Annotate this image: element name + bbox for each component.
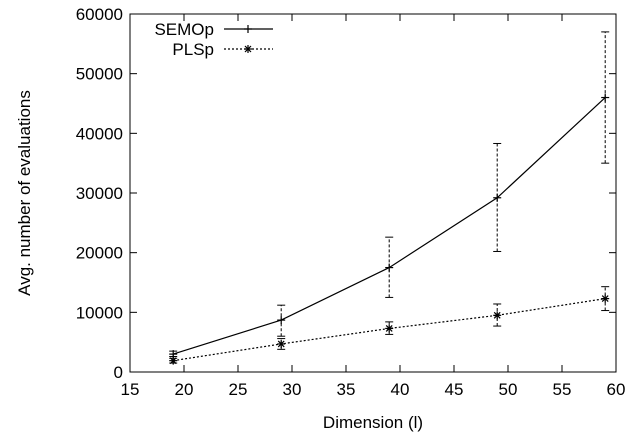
x-tick-label: 60 xyxy=(607,380,626,399)
y-axis-label: Avg. number of evaluations xyxy=(15,90,34,296)
star-marker xyxy=(601,294,610,303)
x-tick-label: 50 xyxy=(499,380,518,399)
star-marker xyxy=(277,339,286,348)
plot-frame xyxy=(129,13,617,373)
plus-marker xyxy=(601,93,610,102)
series-line-semop xyxy=(173,97,606,355)
legend-label-plsp: PLSp xyxy=(172,40,214,59)
marker-stroke xyxy=(169,357,177,365)
marker-stroke xyxy=(493,311,501,319)
marker-stroke xyxy=(385,325,393,332)
star-marker xyxy=(385,324,394,333)
series-semop xyxy=(169,31,610,359)
star-marker xyxy=(169,356,178,365)
x-tick-label: 20 xyxy=(175,380,194,399)
legend-label-semop: SEMOp xyxy=(154,20,214,39)
series-line-plsp xyxy=(173,298,606,362)
x-tick-label: 45 xyxy=(445,380,464,399)
x-tick-label: 15 xyxy=(121,380,140,399)
plus-marker xyxy=(493,193,502,202)
y-tick-label: 10000 xyxy=(76,303,123,322)
y-tick-label: 60000 xyxy=(76,5,123,24)
marker-stroke xyxy=(244,45,252,53)
plus-marker xyxy=(277,316,286,325)
marker-stroke xyxy=(601,295,609,303)
y-tick-label: 20000 xyxy=(76,244,123,263)
x-tick-label: 55 xyxy=(553,380,572,399)
plus-marker xyxy=(385,263,394,272)
legend-item-semop: SEMOp xyxy=(154,20,273,39)
y-tick-label: 50000 xyxy=(76,65,123,84)
y-tick-label: 30000 xyxy=(76,184,123,203)
star-marker xyxy=(493,311,502,320)
marker-stroke xyxy=(277,340,285,348)
x-tick-label: 25 xyxy=(229,380,248,399)
y-tick-label: 0 xyxy=(114,363,123,382)
series-layer xyxy=(169,31,610,365)
x-tick-label: 40 xyxy=(391,380,410,399)
x-axis-label: Dimension (l) xyxy=(323,413,423,432)
series-plsp xyxy=(169,286,610,365)
axis-ticks: 15 20 25 30 35 40 45 50 55 60 0 10000 20000 30000 4000… xyxy=(76,5,626,399)
star-marker xyxy=(244,45,252,53)
y-tick-label: 40000 xyxy=(76,124,123,143)
x-tick-label: 35 xyxy=(337,380,356,399)
error-bar xyxy=(493,142,502,252)
plus-marker xyxy=(244,25,252,33)
legend-item-plsp: PLSp xyxy=(172,40,273,59)
x-tick-label: 30 xyxy=(283,380,302,399)
